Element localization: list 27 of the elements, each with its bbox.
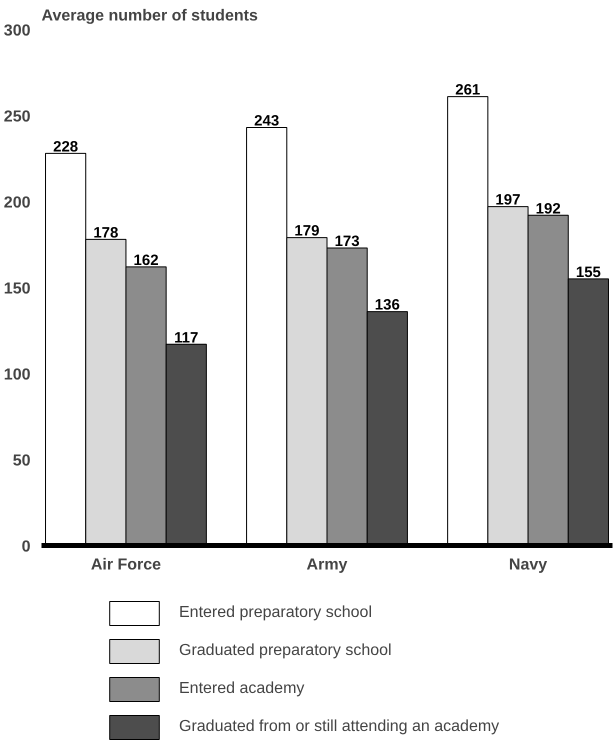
data-label: 197 [495,192,520,209]
legend-label: Entered preparatory school [179,604,372,622]
data-label: 243 [254,112,280,130]
x-tick-label: Army [306,556,348,574]
y-tick-label: 200 [4,194,31,212]
data-label: 173 [334,232,360,250]
data-label: 261 [455,82,480,99]
data-label: 136 [374,296,400,314]
data-label: 192 [536,200,561,218]
x-tick-label: Navy [508,556,548,574]
data-label: 228 [53,138,78,156]
y-tick-label: 100 [4,366,31,384]
data-label: 162 [134,252,159,269]
y-tick-label: 250 [4,108,31,126]
legend-label: Entered academy [179,680,304,698]
y-tick-label: 300 [4,22,31,40]
data-label: 117 [174,329,198,346]
data-label: 179 [294,222,320,240]
legend-label: Graduated preparatory school [179,642,392,660]
y-tick-label: 50 [12,452,31,470]
legend-label: Graduated from or still attending an academy [179,718,500,736]
y-tick-label: 150 [4,280,31,298]
x-tick-label: Air Force [90,556,162,574]
chart-title: Average number of students [42,8,258,24]
y-tick-label: 0 [22,538,31,556]
data-label: 155 [576,264,601,281]
data-label: 178 [93,224,118,242]
